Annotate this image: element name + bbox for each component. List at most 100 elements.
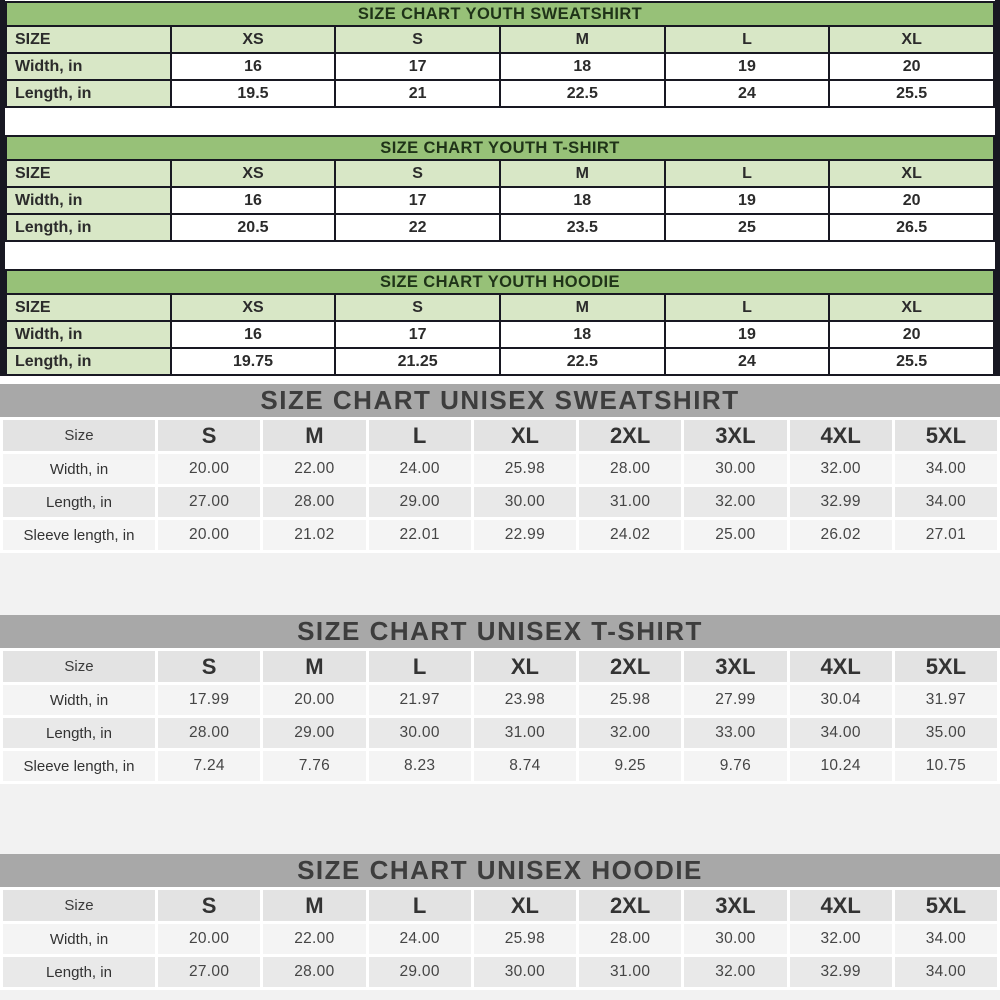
- table-row-width-in: Width, in 16 17 18 19 20: [5, 186, 995, 215]
- size-value: 29.00: [263, 718, 366, 748]
- table-row-length-in: Length, in 27.00 28.00 29.00 30.00 31.00 32.00…: [3, 487, 997, 517]
- size-value: 30.00: [473, 957, 576, 987]
- size-value: 31.97: [894, 685, 997, 715]
- size-value: 20.5: [169, 213, 337, 242]
- column-header-xl: XL: [473, 890, 576, 921]
- size-value: 31.00: [579, 957, 682, 987]
- size-value: 18: [498, 320, 666, 349]
- table-row-width-in: Width, in 20.00 22.00 24.00 25.98 28.00 30.00 3…: [3, 924, 997, 954]
- size-value: 20.00: [158, 924, 261, 954]
- size-value: 34.00: [894, 454, 997, 484]
- size-value: 24: [663, 347, 831, 376]
- table-row-length-in: Length, in 28.00 29.00 30.00 31.00 32.00 33.00…: [3, 718, 997, 748]
- row-label-width-in: Width, in: [3, 685, 155, 715]
- size-value: 28.00: [263, 487, 366, 517]
- row-label-width-in: Width, in: [5, 320, 172, 349]
- unisex-tshirt-title: SIZE CHART UNISEX T-SHIRT: [0, 615, 1000, 648]
- size-value: 24: [663, 79, 831, 108]
- column-header-5xl: 5XL: [894, 420, 997, 451]
- unisex-tshirt-size-chart-section: SIZE CHART UNISEX T-SHIRT Size S M L XL 2XL 3XL…: [0, 615, 1000, 784]
- column-header-xs: XS: [169, 293, 337, 322]
- size-value: 34.00: [894, 924, 997, 954]
- size-value: 26.5: [828, 213, 995, 242]
- youth-sweatshirt-column-header-row: SIZE XS S M L XL: [5, 25, 995, 54]
- table-row-width-in: Width, in 17.99 20.00 21.97 23.98 25.98 27.99 3…: [3, 685, 997, 715]
- size-value: 32.00: [684, 487, 787, 517]
- size-value: 32.00: [789, 454, 892, 484]
- table-row-length-in: Length, in 27.00 28.00 29.00 30.00 31.00 32.00…: [3, 957, 997, 987]
- size-value: 22.5: [498, 347, 666, 376]
- size-value: 28.00: [579, 454, 682, 484]
- size-value: 22.00: [263, 454, 366, 484]
- size-value: 16: [169, 186, 337, 215]
- unisex-tshirt-size-table: Size S M L XL 2XL 3XL 4XL 5XL Width, in 17.99 20.00…: [0, 648, 1000, 784]
- column-header-xs: XS: [169, 159, 337, 188]
- size-value: 27.00: [158, 957, 261, 987]
- size-value: 34.00: [894, 487, 997, 517]
- table-row-width-in: Width, in 16 17 18 19 20: [5, 52, 995, 81]
- column-header-size: SIZE: [5, 159, 172, 188]
- size-value: 27.01: [894, 520, 997, 550]
- column-header-size: Size: [3, 651, 155, 682]
- size-value: 22.5: [498, 79, 666, 108]
- row-label-length-in: Length, in: [5, 347, 172, 376]
- table-row-sleeve-length-in: Sleeve length, in 7.24 7.76 8.23 8.74 9.25 9.7…: [3, 751, 997, 781]
- column-header-l: L: [368, 651, 471, 682]
- column-header-size: SIZE: [5, 293, 172, 322]
- column-header-4xl: 4XL: [789, 890, 892, 921]
- size-value: 17: [334, 186, 501, 215]
- size-value: 25.5: [828, 79, 995, 108]
- youth-tshirt-size-table: SIZE CHART YOUTH T-SHIRT SIZE XS S M L XL Width…: [5, 135, 995, 242]
- size-value: 17: [334, 52, 501, 81]
- size-value: 26.02: [789, 520, 892, 550]
- row-label-width-in: Width, in: [5, 52, 172, 81]
- column-header-m: M: [263, 890, 366, 921]
- size-value: 25.00: [684, 520, 787, 550]
- size-value: 10.24: [789, 751, 892, 781]
- size-value: 21.02: [263, 520, 366, 550]
- size-value: 9.25: [579, 751, 682, 781]
- size-value: 17: [334, 320, 501, 349]
- column-header-2xl: 2XL: [579, 651, 682, 682]
- unisex-hoodie-size-chart-section: SIZE CHART UNISEX HOODIE Size S M L XL 2XL 3XL 4…: [0, 854, 1000, 990]
- size-value: 32.99: [789, 957, 892, 987]
- size-value: 32.99: [789, 487, 892, 517]
- size-value: 16: [169, 320, 337, 349]
- size-value: 25.98: [473, 924, 576, 954]
- size-value: 28.00: [158, 718, 261, 748]
- row-label-width-in: Width, in: [3, 454, 155, 484]
- unisex-tshirt-column-header-row: Size S M L XL 2XL 3XL 4XL 5XL: [3, 651, 997, 682]
- row-label-width-in: Width, in: [3, 924, 155, 954]
- youth-sweatshirt-title-row: SIZE CHART YOUTH SWEATSHIRT: [5, 1, 995, 27]
- youth-hoodie-title-row: SIZE CHART YOUTH HOODIE: [5, 269, 995, 295]
- size-value: 22.01: [368, 520, 471, 550]
- size-value: 20.00: [158, 520, 261, 550]
- column-header-xl: XL: [828, 159, 995, 188]
- size-value: 19: [663, 186, 831, 215]
- column-header-xl: XL: [828, 293, 995, 322]
- table-row-length-in: Length, in 19.75 21.25 22.5 24 25.5: [5, 347, 995, 376]
- column-header-size: Size: [3, 890, 155, 921]
- size-value: 20: [828, 186, 995, 215]
- size-value: 10.75: [894, 751, 997, 781]
- size-value: 19.5: [169, 79, 337, 108]
- column-header-s: S: [158, 420, 261, 451]
- size-value: 30.00: [684, 454, 787, 484]
- size-value: 24.00: [368, 454, 471, 484]
- size-value: 16: [169, 52, 337, 81]
- size-value: 19: [663, 320, 831, 349]
- column-header-l: L: [663, 293, 831, 322]
- column-header-m: M: [263, 651, 366, 682]
- column-header-xl: XL: [473, 420, 576, 451]
- unisex-sweatshirt-column-header-row: Size S M L XL 2XL 3XL 4XL 5XL: [3, 420, 997, 451]
- column-header-m: M: [498, 293, 666, 322]
- row-label-length-in: Length, in: [5, 79, 172, 108]
- column-header-3xl: 3XL: [684, 651, 787, 682]
- size-value: 20: [828, 320, 995, 349]
- size-value: 17.99: [158, 685, 261, 715]
- size-value: 21.97: [368, 685, 471, 715]
- size-value: 30.00: [473, 487, 576, 517]
- size-value: 34.00: [789, 718, 892, 748]
- column-header-l: L: [368, 890, 471, 921]
- size-value: 19: [663, 52, 831, 81]
